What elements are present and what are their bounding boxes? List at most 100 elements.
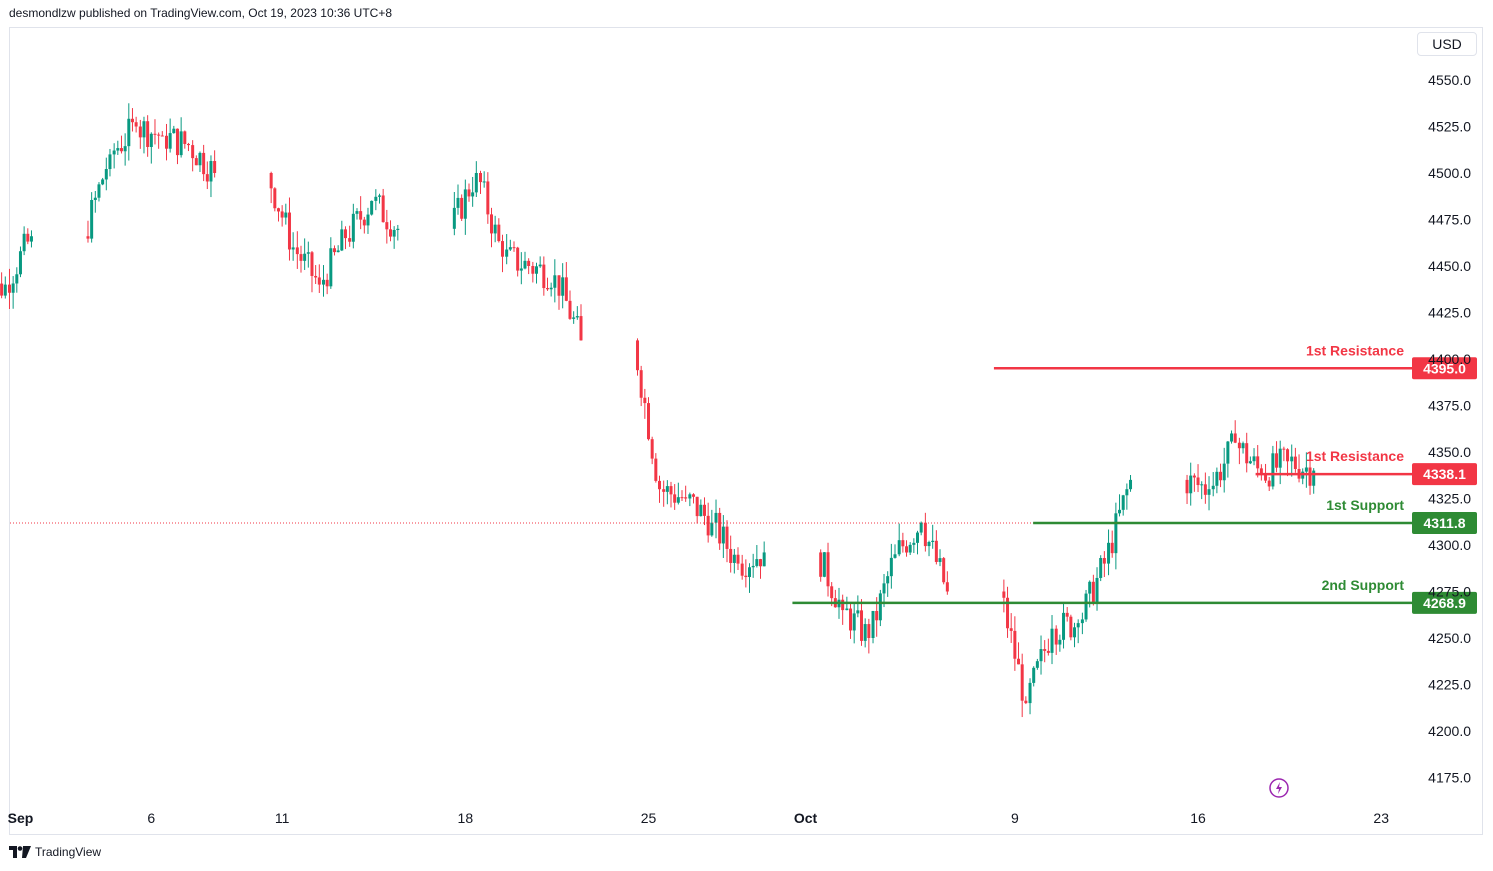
candle-body — [1275, 453, 1279, 468]
candle-body — [748, 567, 752, 578]
candle-body — [146, 121, 150, 147]
candle-body — [680, 497, 684, 499]
candle-body — [706, 515, 710, 536]
candle-body — [721, 526, 725, 544]
candle-body — [912, 542, 916, 545]
candle-body — [676, 497, 680, 503]
candle-body — [1073, 627, 1077, 638]
y-tick-label: 4200.0 — [1428, 723, 1471, 739]
candle-body — [1076, 623, 1080, 628]
candle-body — [108, 154, 112, 170]
chart-frame — [9, 27, 1483, 835]
x-tick-label: 6 — [147, 810, 155, 826]
candle-body — [542, 264, 546, 289]
y-tick-label: 4550.0 — [1428, 72, 1471, 88]
candle-body — [759, 559, 763, 567]
candle-body — [1245, 443, 1249, 464]
candle-body — [205, 174, 209, 182]
candle-body — [762, 552, 766, 567]
candle-body — [116, 148, 120, 151]
candle-body — [1121, 495, 1125, 510]
candle-body — [575, 316, 579, 318]
currency-button[interactable]: USD — [1417, 32, 1477, 56]
candle-body — [86, 236, 90, 239]
candle-body — [186, 143, 190, 146]
candle-body — [1304, 467, 1308, 472]
candle-body — [878, 593, 882, 621]
candle-body — [856, 610, 860, 614]
candle-body — [1084, 593, 1088, 620]
candle-body — [1006, 597, 1010, 629]
candle-body — [893, 554, 897, 558]
candle-body — [1043, 649, 1047, 651]
candle-body — [822, 552, 826, 577]
candle-body — [26, 233, 30, 242]
candles-layer — [0, 103, 1316, 718]
lightning-icon[interactable] — [1269, 778, 1289, 798]
candle-body — [1129, 479, 1133, 490]
candle-body — [130, 118, 134, 123]
candle-body — [104, 169, 108, 180]
candle-body — [1017, 658, 1021, 665]
candle-body — [366, 214, 370, 226]
y-tick-label: 4350.0 — [1428, 444, 1471, 460]
candle-body — [1065, 612, 1069, 617]
candle-body — [1290, 456, 1294, 462]
candle-body — [370, 200, 374, 215]
candle-body — [198, 152, 202, 166]
price-axis: 4550.0 4525.0 4500.0 4475.0 4450.0 4425.0 4400… — [1428, 72, 1471, 786]
candle-body — [287, 212, 291, 250]
candle-body — [557, 275, 561, 296]
candle-body — [1095, 577, 1099, 604]
candle-body — [456, 197, 460, 208]
candle-body — [692, 494, 696, 497]
candle-body — [1058, 639, 1062, 645]
candle-body — [314, 275, 318, 278]
candle-body — [830, 586, 834, 599]
time-axis: Sep 6 11 18 25 Oct 9 16 23 — [8, 810, 1390, 826]
candle-body — [1009, 628, 1013, 631]
candle-body — [15, 274, 19, 284]
price-tag-value: 4268.9 — [1423, 595, 1466, 611]
candle-body — [138, 126, 142, 138]
candle-body — [1222, 463, 1226, 481]
x-tick-label: Oct — [794, 810, 818, 826]
candle-body — [695, 496, 699, 517]
candle-body — [1312, 470, 1316, 486]
candle-body — [1069, 616, 1073, 638]
candle-body — [1192, 475, 1196, 478]
candle-body — [875, 610, 879, 621]
price-tag — [1412, 463, 1477, 486]
candle-body — [1024, 700, 1028, 704]
candle-body — [1032, 667, 1036, 683]
candle-body — [168, 133, 172, 149]
candle-body — [905, 546, 909, 553]
candle-body — [886, 576, 890, 584]
candle-body — [269, 173, 273, 189]
candle-body — [736, 554, 740, 564]
candle-body — [636, 340, 640, 371]
y-tick-label: 4275.0 — [1428, 584, 1471, 600]
candle-body — [359, 211, 363, 220]
candle-body — [460, 197, 464, 219]
x-tick-label: Sep — [8, 810, 34, 826]
price-tag — [1412, 591, 1477, 614]
candle-body — [377, 195, 381, 197]
footer-brand[interactable]: TradingView — [9, 845, 101, 859]
y-tick-label: 4250.0 — [1428, 630, 1471, 646]
candle-body — [381, 195, 385, 223]
candle-body — [112, 150, 116, 155]
candle-body — [1185, 479, 1189, 494]
candle-body — [172, 128, 176, 134]
candle-body — [545, 288, 549, 290]
candle-body — [654, 458, 658, 481]
candle-body — [291, 247, 295, 250]
candle-body — [471, 192, 475, 197]
candle-body — [639, 370, 643, 398]
candle-body — [1215, 471, 1219, 486]
price-tag — [1412, 357, 1477, 380]
candle-body — [202, 152, 206, 175]
candle-body — [662, 489, 666, 492]
candle-body — [500, 241, 504, 257]
